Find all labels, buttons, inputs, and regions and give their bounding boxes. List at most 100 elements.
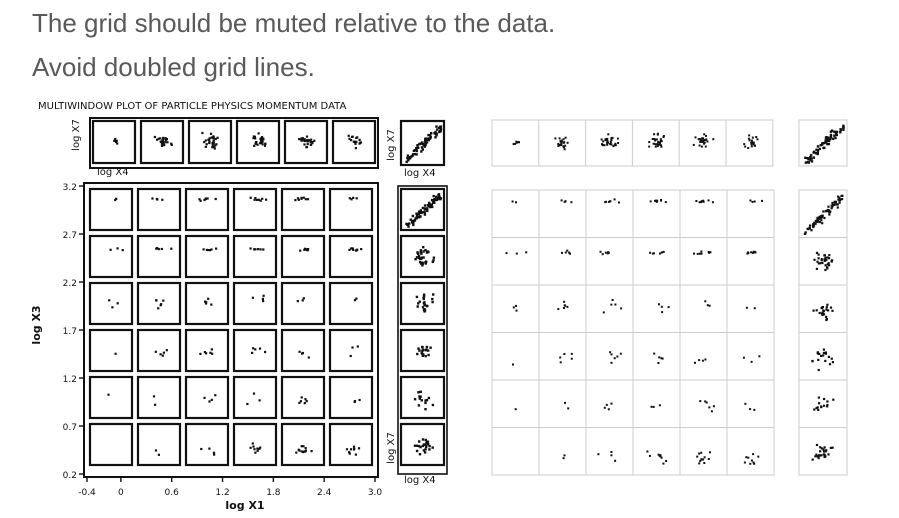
light-scatter-point: [514, 408, 517, 411]
y-tick-label: 3.2: [63, 183, 77, 193]
scatter-point: [300, 445, 303, 448]
scatter-point: [254, 451, 257, 454]
grid-window: [232, 234, 278, 279]
scatter-point: [417, 146, 420, 149]
scatter-point: [160, 144, 164, 147]
scatter-point: [417, 212, 420, 216]
light-scatter-point: [751, 200, 754, 203]
scatter-point: [255, 198, 259, 201]
scatter-point: [300, 139, 303, 142]
light-scatter-point: [554, 137, 557, 140]
light-scatter-point: [648, 145, 651, 148]
scatter-point: [439, 127, 443, 131]
scatter-point: [419, 209, 422, 212]
light-scatter-point: [825, 318, 828, 322]
light-scatter-point: [825, 138, 828, 141]
y-tick-label: 2.2: [63, 279, 77, 289]
light-scatter-point: [569, 252, 571, 255]
light-scatter-point: [703, 141, 706, 144]
scatter-point: [421, 348, 425, 351]
light-scatter-point: [614, 142, 617, 145]
scatter-point: [166, 141, 169, 144]
scatter-point: [433, 201, 436, 204]
light-scatter-point: [620, 307, 623, 310]
scatter-point: [421, 264, 424, 267]
light-scatter-point: [829, 446, 832, 449]
light-scatter-point: [831, 309, 834, 312]
scatter-point: [310, 138, 313, 141]
light-scatter-point: [832, 398, 835, 401]
scatter-point: [307, 356, 310, 359]
scatter-point: [422, 297, 425, 301]
scatter-point: [205, 352, 208, 355]
light-scatter-point: [607, 251, 610, 254]
x-tick-label: -0.4: [78, 488, 96, 498]
light-scatter-point: [707, 199, 710, 202]
scatter-point: [116, 142, 119, 145]
scatter-point: [408, 222, 411, 225]
top-strip-xlabel: log X4: [97, 167, 129, 178]
scatter-point: [164, 141, 167, 144]
light-scatter-point: [829, 130, 833, 133]
light-scatter-point: [817, 457, 820, 460]
light-scatter-point: [652, 405, 655, 408]
scatter-point: [414, 217, 417, 220]
scatter-point: [423, 211, 426, 214]
light-scatter-point: [822, 310, 825, 313]
light-scatter-point: [659, 455, 662, 458]
top-strip-window: [235, 119, 281, 165]
scatter-point: [205, 248, 208, 251]
scatter-point: [415, 214, 419, 217]
y-tick-label: 0.2: [63, 471, 77, 481]
light-scatter-point: [825, 140, 828, 144]
scatter-point: [205, 143, 208, 146]
scatter-point: [416, 251, 419, 254]
scatter-point: [296, 197, 300, 200]
scatter-point: [261, 297, 264, 300]
scatter-point: [424, 401, 427, 405]
light-scatter-point: [661, 251, 663, 254]
scatter-point: [433, 198, 436, 201]
scatter-point: [417, 210, 421, 213]
scatter-point: [427, 349, 430, 352]
scatter-point: [116, 302, 119, 305]
scatter-point: [306, 198, 310, 201]
scatter-point: [263, 144, 267, 147]
scatter-point: [420, 399, 423, 402]
light-scatter-point: [610, 139, 613, 142]
light-scatter-point: [712, 138, 715, 141]
scatter-point: [349, 354, 352, 358]
scatter-point: [259, 199, 262, 202]
light-scatter-point: [828, 264, 831, 267]
light-scatter-point: [704, 400, 707, 403]
scatter-point: [211, 352, 214, 355]
light-scatter-point: [804, 156, 807, 159]
light-scatter-point: [570, 357, 573, 360]
light-scatter-point: [559, 361, 562, 364]
light-scatter-point: [695, 200, 698, 202]
light-scatter-point: [823, 446, 826, 449]
light-scatter-point: [819, 446, 822, 449]
scatter-point: [214, 144, 217, 147]
scatter-point: [431, 300, 434, 304]
scatter-point: [302, 445, 305, 448]
scatter-point: [258, 347, 262, 350]
scatter-point: [354, 453, 357, 456]
scatter-point: [115, 139, 118, 142]
light-scatter-point: [563, 148, 566, 151]
scatter-point: [420, 256, 423, 259]
light-scatter-point: [563, 454, 566, 457]
redesigned-multiwindow-plot: [491, 119, 848, 476]
scatter-point: [421, 206, 425, 210]
light-scatter-point: [821, 261, 824, 265]
scatter-point: [260, 137, 263, 140]
light-scatter-point: [826, 142, 829, 146]
scatter-point: [210, 303, 213, 306]
light-scatter-point: [702, 458, 705, 461]
x-tick-label: 0.6: [165, 488, 180, 498]
top-strip-window: [283, 119, 329, 165]
slide-line-1: The grid should be muted relative to the…: [32, 8, 556, 38]
light-scatter-point: [823, 258, 826, 261]
light-scatter-point: [703, 462, 706, 464]
scatter-point: [207, 138, 210, 141]
